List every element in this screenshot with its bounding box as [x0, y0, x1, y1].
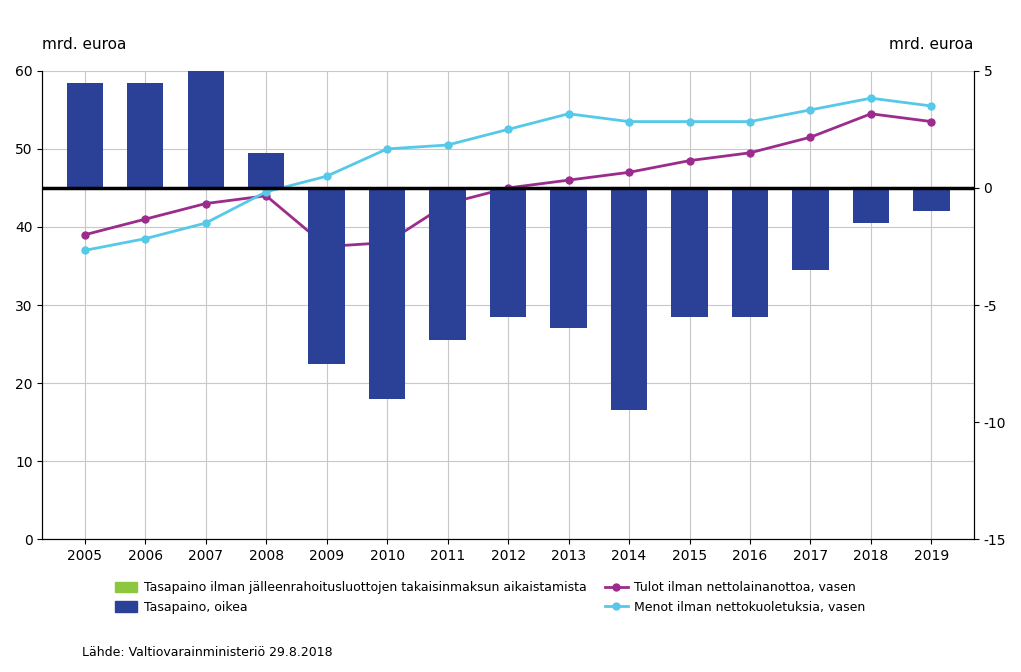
Bar [127, 83, 163, 188]
Bar [188, 0, 224, 188]
Bar [66, 83, 103, 188]
Bar [550, 188, 587, 329]
Text: Lähde: Valtiovarainministeriö 29.8.2018: Lähde: Valtiovarainministeriö 29.8.2018 [82, 646, 332, 659]
Bar [732, 188, 768, 317]
Bar [914, 188, 950, 212]
Legend: Tasapaino ilman jälleenrahoitusluottojen takaisinmaksun aikaistamista, Tasapaino: Tasapaino ilman jälleenrahoitusluottojen… [110, 577, 870, 619]
Bar [248, 153, 284, 188]
Bar [611, 188, 647, 411]
Bar [430, 188, 466, 340]
Bar [853, 188, 889, 223]
Bar [490, 188, 526, 317]
Bar [369, 188, 405, 398]
Bar [308, 188, 345, 364]
Bar [672, 188, 708, 317]
Text: mrd. euroa: mrd. euroa [889, 37, 974, 52]
Bar [792, 188, 829, 270]
Text: mrd. euroa: mrd. euroa [42, 37, 127, 52]
